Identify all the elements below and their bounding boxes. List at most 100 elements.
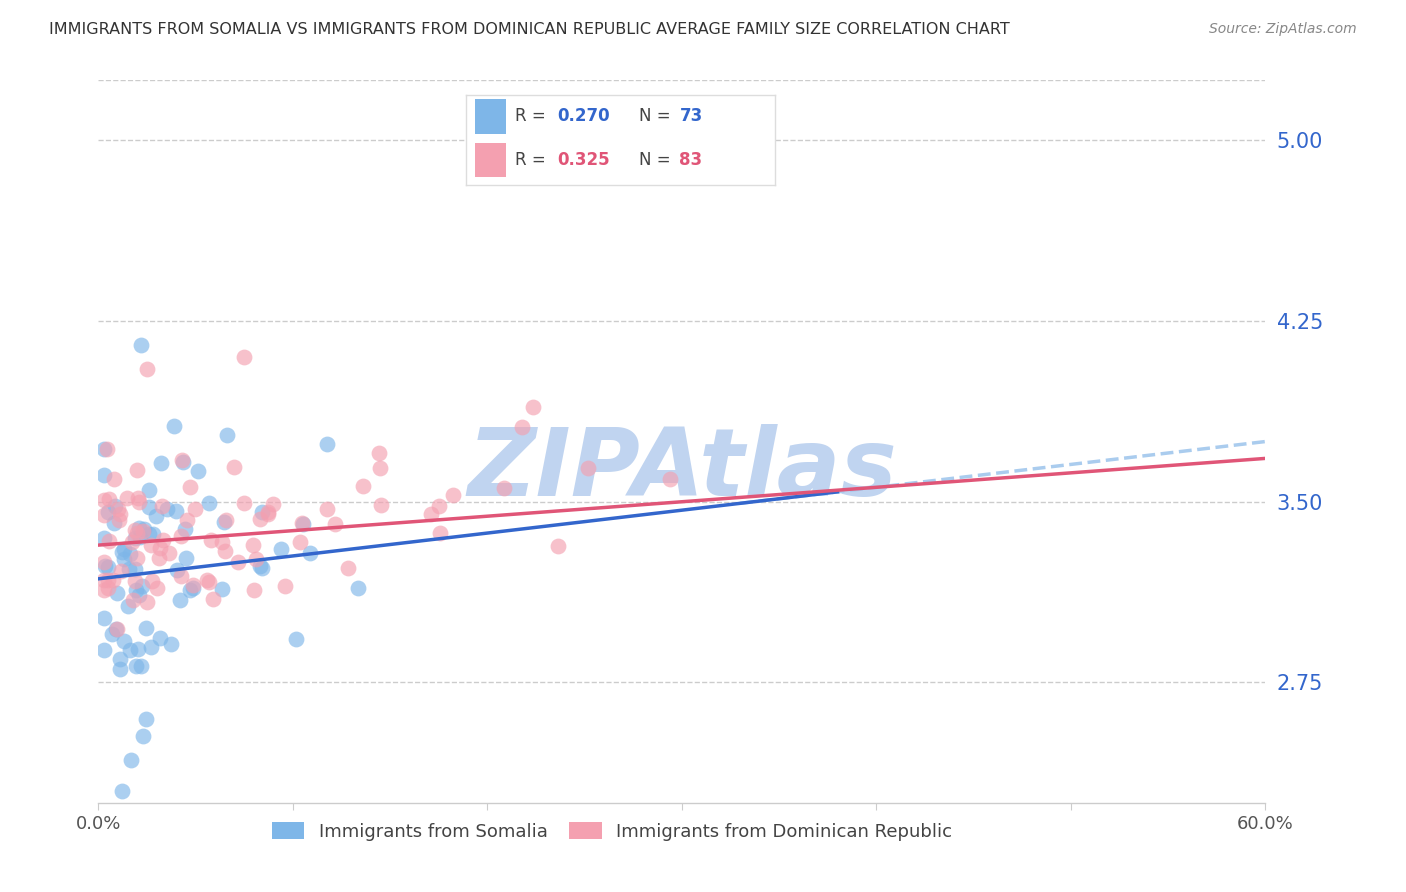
Point [127, 491, 149, 505]
Point [299, 546, 322, 560]
Point [257, 507, 280, 521]
Point [101, 573, 124, 587]
Point [170, 452, 193, 467]
Point [370, 498, 392, 512]
Point [135, 712, 157, 726]
Point [125, 463, 148, 477]
Point [232, 496, 254, 510]
Point [211, 582, 233, 597]
Point [103, 472, 125, 486]
Point [117, 599, 139, 614]
Point [181, 581, 204, 595]
Point [352, 479, 374, 493]
Point [112, 552, 135, 566]
Point [93, 531, 115, 545]
Point [184, 501, 207, 516]
Point [149, 541, 172, 556]
Text: ZIPAtlas: ZIPAtlas [467, 425, 897, 516]
Point [94, 559, 117, 574]
Point [576, 461, 599, 475]
Point [104, 499, 127, 513]
Point [124, 562, 146, 576]
Text: IMMIGRANTS FROM SOMALIA VS IMMIGRANTS FROM DOMINICAN REPUBLIC AVERAGE FAMILY SIZ: IMMIGRANTS FROM SOMALIA VS IMMIGRANTS FR… [49, 22, 1010, 37]
Point [201, 592, 224, 607]
Point [124, 523, 146, 537]
Point [441, 488, 464, 502]
Point [187, 463, 209, 477]
Point [112, 633, 135, 648]
Point [249, 559, 271, 574]
Point [128, 495, 150, 509]
Point [149, 456, 172, 470]
Point [152, 533, 174, 548]
Point [145, 509, 167, 524]
Point [120, 643, 142, 657]
Point [211, 534, 233, 549]
Point [97, 505, 120, 519]
Point [195, 574, 218, 588]
Point [124, 531, 146, 545]
Point [108, 662, 131, 676]
Point [125, 582, 148, 597]
Point [129, 338, 152, 352]
Point [315, 436, 337, 450]
Point [131, 729, 153, 743]
Point [274, 579, 297, 593]
Point [125, 659, 148, 673]
Point [226, 555, 249, 569]
Point [138, 500, 160, 514]
Point [101, 626, 124, 640]
Point [93, 573, 115, 587]
Point [131, 659, 153, 673]
Point [128, 588, 150, 602]
Point [131, 579, 153, 593]
Point [107, 513, 129, 527]
Point [129, 529, 152, 543]
Point [284, 632, 307, 646]
Point [122, 593, 145, 607]
Point [96, 442, 118, 457]
Point [262, 497, 284, 511]
Point [288, 535, 311, 549]
Point [233, 351, 256, 365]
Point [135, 621, 157, 635]
Point [198, 574, 221, 589]
Point [117, 491, 139, 506]
Point [257, 505, 280, 519]
Point [135, 595, 157, 609]
Point [242, 582, 264, 597]
Point [148, 631, 170, 645]
Text: Source: ZipAtlas.com: Source: ZipAtlas.com [1209, 22, 1357, 37]
Point [93, 643, 115, 657]
Point [98, 491, 121, 506]
Point [347, 581, 370, 595]
Point [93, 555, 115, 569]
Point [93, 508, 115, 522]
Point [97, 573, 120, 587]
Point [222, 460, 245, 475]
Point [97, 559, 120, 574]
Point [174, 550, 197, 565]
Point [214, 544, 236, 558]
Point [166, 563, 188, 577]
Point [291, 517, 314, 532]
Point [110, 544, 132, 558]
Point [121, 535, 143, 549]
Point [179, 480, 201, 494]
Point [111, 784, 134, 798]
Point [174, 522, 197, 536]
Point [118, 547, 141, 561]
Point [125, 551, 148, 566]
Point [97, 534, 120, 549]
Point [198, 496, 221, 510]
Point [134, 522, 156, 536]
Point [105, 585, 128, 599]
Point [169, 529, 191, 543]
Point [169, 569, 191, 583]
Point [157, 546, 180, 560]
Point [215, 427, 238, 442]
Point [141, 574, 163, 589]
Point [97, 581, 120, 595]
Point [179, 583, 201, 598]
Point [429, 526, 451, 541]
